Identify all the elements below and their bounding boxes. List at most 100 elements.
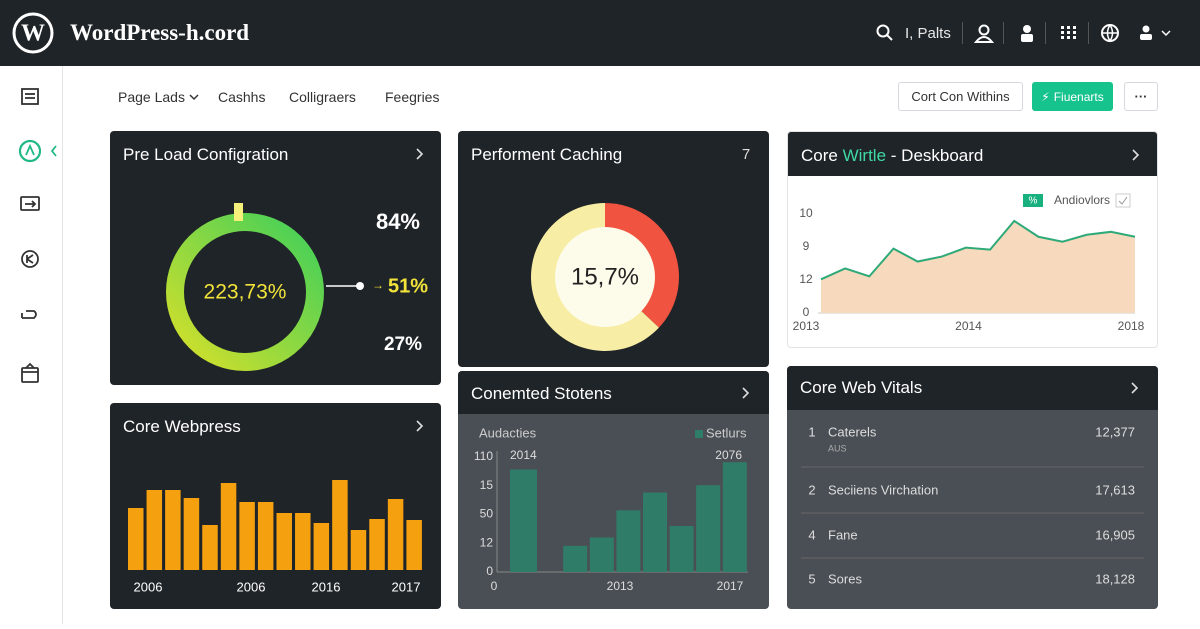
card-badge: 7 bbox=[742, 146, 750, 163]
area bbox=[821, 220, 1135, 313]
tab-chevron[interactable] bbox=[188, 92, 200, 102]
y-axis-label: 110 bbox=[474, 449, 493, 463]
side-label: 51% bbox=[388, 275, 428, 297]
user-icon[interactable] bbox=[974, 23, 994, 43]
y-axis-label: 12 bbox=[480, 535, 494, 549]
row-value: 16,905 bbox=[1095, 527, 1135, 542]
title-text: - Deskboard bbox=[890, 146, 984, 165]
card: % Andiovlors 10 9 12 0 2013 2014 2018 Core Wirtl… bbox=[787, 131, 1158, 348]
button-label: Cort Con Withins bbox=[911, 89, 1010, 104]
bar bbox=[350, 530, 367, 570]
bar bbox=[696, 485, 721, 572]
more-button[interactable]: ··· bbox=[1124, 82, 1158, 111]
pie-center bbox=[555, 227, 655, 327]
bar bbox=[257, 502, 274, 570]
account-menu[interactable] bbox=[1138, 24, 1172, 42]
card: Audacties Setlurs 2014 2076 110 15 50 12 0 0 2013 2… bbox=[458, 371, 769, 609]
legend-check bbox=[1115, 193, 1131, 208]
title-text: Core bbox=[801, 146, 838, 165]
check bbox=[1118, 196, 1128, 205]
chevron bbox=[416, 420, 424, 432]
tab[interactable]: Page Lads bbox=[118, 89, 185, 105]
card-chart: Audacties Setlurs 2014 2076 110 15 50 12 00 2013 2… bbox=[458, 371, 769, 593]
row-value: 17,613 bbox=[1095, 482, 1135, 497]
x-axis-label: 2013 bbox=[607, 579, 634, 593]
card-title: Performent Caching bbox=[471, 145, 623, 164]
card-chart: 1 Caterels 12,377 AUS 2 Seciiens Virchation 17… bbox=[787, 366, 1158, 586]
bar bbox=[387, 499, 404, 570]
card-title: Core Webpress bbox=[123, 417, 241, 436]
side-label: 27% bbox=[384, 334, 422, 355]
card: 2006 2006 2016 2017 Core Webpress bbox=[110, 403, 441, 609]
center-label: 223,73% bbox=[204, 281, 287, 304]
bar bbox=[295, 513, 311, 570]
bar bbox=[202, 525, 218, 570]
center-label: 15,7% bbox=[571, 263, 639, 290]
y-axis-label: 9 bbox=[803, 239, 810, 253]
svg-text:W: W bbox=[21, 21, 45, 47]
row-rank: 2 bbox=[808, 482, 815, 497]
top-label: 2076 bbox=[715, 448, 742, 462]
bar bbox=[589, 537, 614, 572]
primary-button[interactable]: ⚡ Fiuenarts bbox=[1032, 82, 1113, 111]
sidebar bbox=[0, 66, 63, 624]
tab[interactable]: Colligraers bbox=[289, 89, 356, 105]
legend-label: Andiovlors bbox=[1054, 193, 1110, 207]
x-axis-label: 2017 bbox=[717, 579, 744, 593]
bar bbox=[563, 545, 588, 572]
connector-arrow: → bbox=[372, 278, 384, 292]
search-icon[interactable] bbox=[876, 24, 894, 42]
bar bbox=[276, 513, 292, 570]
x-axis-label: 2006 bbox=[237, 579, 266, 594]
side-label: 84% bbox=[376, 209, 420, 234]
bar bbox=[146, 490, 163, 570]
bar bbox=[616, 510, 641, 572]
legend-label: Setlurs bbox=[706, 425, 747, 440]
logo: W bbox=[12, 12, 54, 54]
top-label: 2014 bbox=[510, 448, 537, 462]
card-title: Core Web Vitals bbox=[800, 378, 923, 397]
bar bbox=[220, 483, 237, 570]
card-title: Pre Load Configration bbox=[123, 145, 289, 164]
row-label: Fane bbox=[828, 527, 858, 542]
card-chart: 2006 2006 2016 2017 bbox=[128, 420, 424, 594]
bar bbox=[165, 490, 181, 570]
row-value: 12,377 bbox=[1095, 424, 1135, 439]
secondary-button[interactable]: Cort Con Withins bbox=[898, 82, 1023, 111]
chevron bbox=[742, 387, 750, 399]
row-rank: 4 bbox=[808, 527, 815, 542]
search-text[interactable]: I, Palts bbox=[905, 25, 951, 42]
row-label: Sores bbox=[828, 571, 862, 586]
globe-icon[interactable] bbox=[1100, 23, 1120, 43]
bar bbox=[369, 519, 385, 570]
row-label: Caterels bbox=[828, 424, 877, 439]
x-axis-label: 2013 bbox=[793, 319, 820, 333]
tab[interactable]: Cashhs bbox=[218, 89, 266, 105]
bar bbox=[313, 523, 330, 570]
row-label: Seciiens Virchation bbox=[828, 482, 938, 497]
chevron bbox=[416, 148, 424, 160]
card-title: Core Wirtle - Deskboard bbox=[801, 146, 983, 166]
card: 223,73% → 84% 51% 27% Pre Load Configration bbox=[110, 131, 441, 385]
y-axis-label: 10 bbox=[799, 206, 813, 220]
title-highlight: Wirtle bbox=[842, 146, 887, 165]
card-header bbox=[787, 366, 1158, 410]
chevron bbox=[1132, 149, 1140, 161]
x-axis-label: 0 bbox=[491, 579, 498, 593]
row-sub: AUS bbox=[828, 443, 847, 453]
profile-icon[interactable] bbox=[1018, 23, 1036, 43]
bar bbox=[722, 462, 747, 572]
bar bbox=[669, 526, 694, 572]
legend-label: Audacties bbox=[479, 425, 537, 440]
card-title: Conemted Stotens bbox=[471, 384, 612, 403]
y-axis-label: 50 bbox=[480, 507, 494, 521]
x-axis-label: 2016 bbox=[312, 579, 341, 594]
row-rank: 1 bbox=[808, 424, 815, 439]
y-axis-label: 12 bbox=[799, 272, 813, 286]
bar bbox=[643, 492, 667, 572]
apps-icon[interactable] bbox=[1060, 25, 1078, 41]
sidebar-icons bbox=[18, 88, 57, 383]
tab[interactable]: Feegries bbox=[385, 89, 440, 105]
card-chart: 223,73% → 84% 51% 27% bbox=[166, 148, 428, 371]
bar bbox=[128, 508, 144, 570]
